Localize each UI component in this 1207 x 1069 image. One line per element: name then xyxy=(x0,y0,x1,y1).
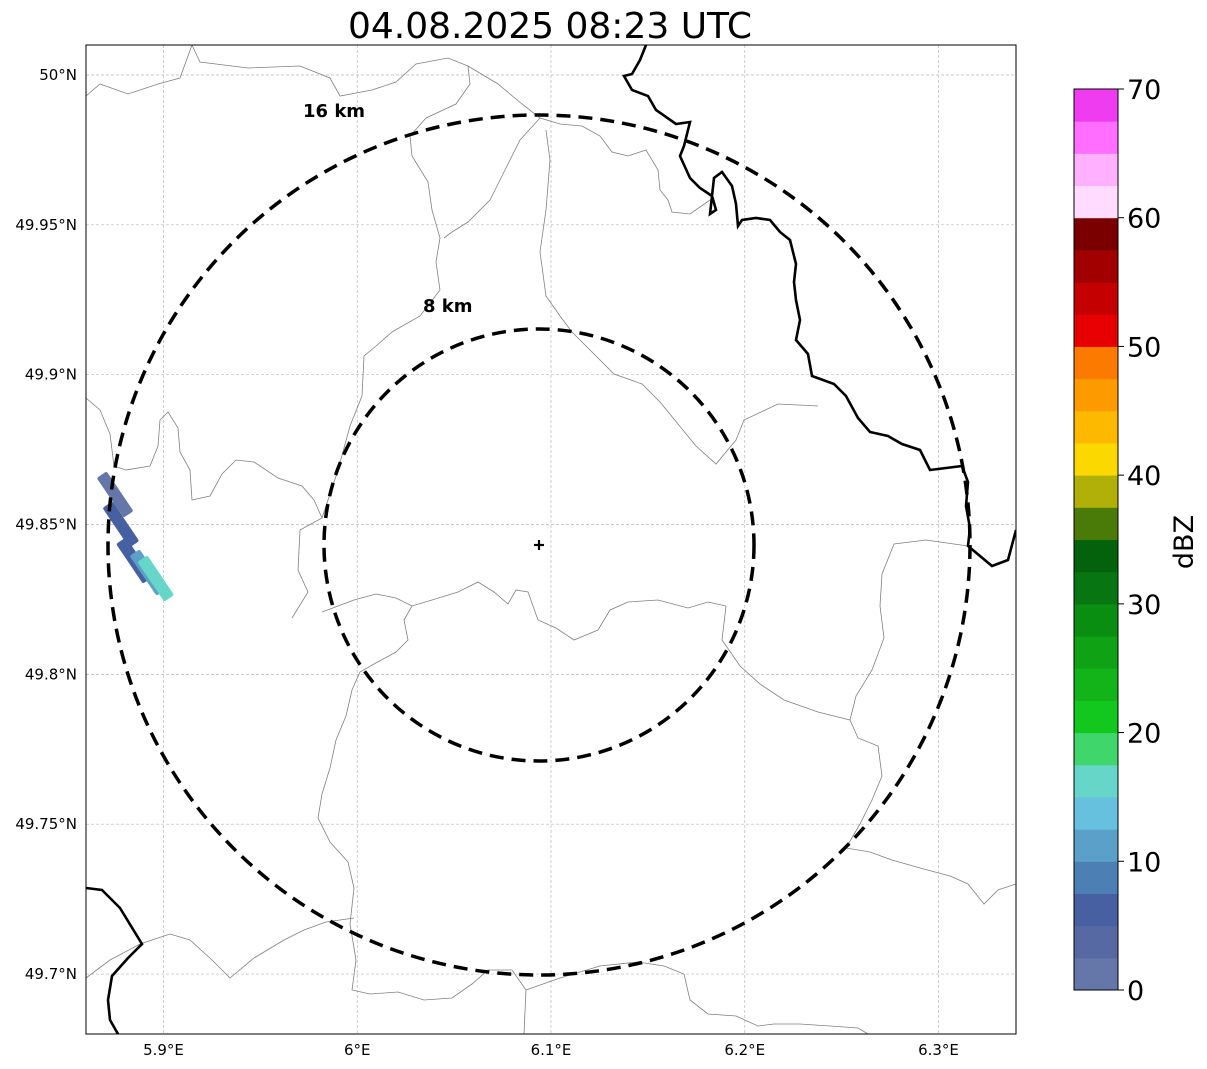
commune-boundary xyxy=(539,129,819,465)
colorbar-swatch xyxy=(1074,893,1118,927)
lat-tick-label: 50°N xyxy=(39,66,77,84)
map-panel: 16 km 8 km xyxy=(85,44,1017,1035)
colorbar-swatch xyxy=(1074,957,1118,991)
colorbar-tick-label: 20 xyxy=(1127,719,1161,750)
lon-tick-label: 6.3°E xyxy=(918,1041,959,1059)
colorbar-swatch xyxy=(1074,442,1118,476)
radar-echoes xyxy=(97,472,174,601)
colorbar-swatch xyxy=(1074,507,1118,540)
colorbar-tick-label: 0 xyxy=(1127,976,1144,1007)
figure-title: 04.08.2025 08:23 UTC xyxy=(348,6,752,47)
colorbar-swatch xyxy=(1074,829,1118,862)
colorbar-swatch xyxy=(1074,571,1118,605)
colorbar: 0 10 20 30 40 50 60 70 dBZ xyxy=(1073,75,1200,1007)
colorbar-swatch xyxy=(1074,764,1118,798)
commune-boundary xyxy=(467,65,711,215)
colorbar-tick-label: 60 xyxy=(1127,204,1161,235)
radar-site-marker xyxy=(534,540,544,550)
colorbar-swatch xyxy=(1074,668,1118,701)
colorbar-swatch xyxy=(1074,861,1118,894)
commune-boundary xyxy=(86,917,355,979)
commune-boundary xyxy=(86,397,323,519)
colorbar-swatch xyxy=(1074,732,1118,766)
colorbar-swatch xyxy=(1074,700,1118,734)
colorbar-swatch xyxy=(1074,925,1118,959)
colorbar-swatch xyxy=(1074,378,1118,412)
colorbar-swatches xyxy=(1074,89,1118,991)
commune-boundary xyxy=(191,45,471,619)
colorbar-tick-label: 30 xyxy=(1127,590,1161,621)
range-ring-8km xyxy=(322,327,756,763)
colorbar-tick-label: 70 xyxy=(1127,75,1161,106)
commune-boundary xyxy=(525,961,869,1034)
gridlines xyxy=(86,45,1016,1034)
colorbar-swatch xyxy=(1074,346,1118,380)
lat-tick-label: 49.8°N xyxy=(25,665,77,683)
colorbar-swatch xyxy=(1074,636,1118,669)
colorbar-tick-label: 50 xyxy=(1127,332,1161,363)
national-border xyxy=(86,886,144,1034)
colorbar-swatch xyxy=(1074,282,1118,315)
colorbar-swatch xyxy=(1074,185,1118,219)
colorbar-ticks: 0 10 20 30 40 50 60 70 xyxy=(1118,75,1161,1007)
colorbar-swatch xyxy=(1074,475,1118,508)
colorbar-frame xyxy=(1073,88,1119,991)
lat-tick-label: 49.7°N xyxy=(25,965,77,983)
commune-boundary xyxy=(443,117,541,239)
colorbar-swatch xyxy=(1074,121,1118,154)
boundary-lines xyxy=(86,45,1016,1034)
colorbar-swatch xyxy=(1074,89,1118,122)
colorbar-swatch xyxy=(1074,410,1118,444)
colorbar-swatch xyxy=(1074,249,1118,283)
radar-echo xyxy=(138,555,174,601)
commune-boundary xyxy=(845,719,1016,905)
latitude-tick-labels: 50°N 49.95°N 49.9°N 49.85°N 49.8°N 49.75°N 49.… xyxy=(15,66,77,983)
lat-tick-label: 49.75°N xyxy=(15,815,77,833)
colorbar-swatch xyxy=(1074,153,1118,187)
colorbar-swatch xyxy=(1074,314,1118,347)
range-ring-16km xyxy=(106,113,972,977)
radar-echo xyxy=(103,502,139,547)
range-rings xyxy=(106,113,972,977)
commune-boundary xyxy=(721,539,969,721)
colorbar-swatch xyxy=(1074,796,1118,830)
lon-tick-label: 5.9°E xyxy=(143,1041,184,1059)
lon-tick-label: 6°E xyxy=(344,1041,371,1059)
lat-tick-label: 49.85°N xyxy=(15,516,77,534)
colorbar-label: dBZ xyxy=(1169,515,1200,569)
range-ring-label-16km: 16 km xyxy=(303,101,365,122)
colorbar-swatch xyxy=(1074,603,1118,637)
longitude-tick-labels: 5.9°E 6°E 6.1°E 6.2°E 6.3°E xyxy=(143,1041,959,1059)
range-ring-label-8km: 8 km xyxy=(423,296,473,317)
commune-boundary xyxy=(317,605,527,1034)
commune-boundary xyxy=(86,45,193,97)
border-lines xyxy=(86,45,1016,1034)
colorbar-tick-label: 40 xyxy=(1127,461,1161,492)
national-border xyxy=(622,45,1016,568)
colorbar-swatch xyxy=(1074,539,1118,573)
lat-tick-label: 49.9°N xyxy=(25,366,77,384)
map-frame xyxy=(85,44,1017,1035)
colorbar-tick-label: 10 xyxy=(1127,847,1161,878)
radar-echo xyxy=(97,472,133,518)
lat-tick-label: 49.95°N xyxy=(15,216,77,234)
lon-tick-label: 6.1°E xyxy=(531,1041,572,1059)
commune-boundary xyxy=(321,581,727,641)
lon-tick-label: 6.2°E xyxy=(724,1041,765,1059)
colorbar-swatch xyxy=(1074,217,1118,251)
